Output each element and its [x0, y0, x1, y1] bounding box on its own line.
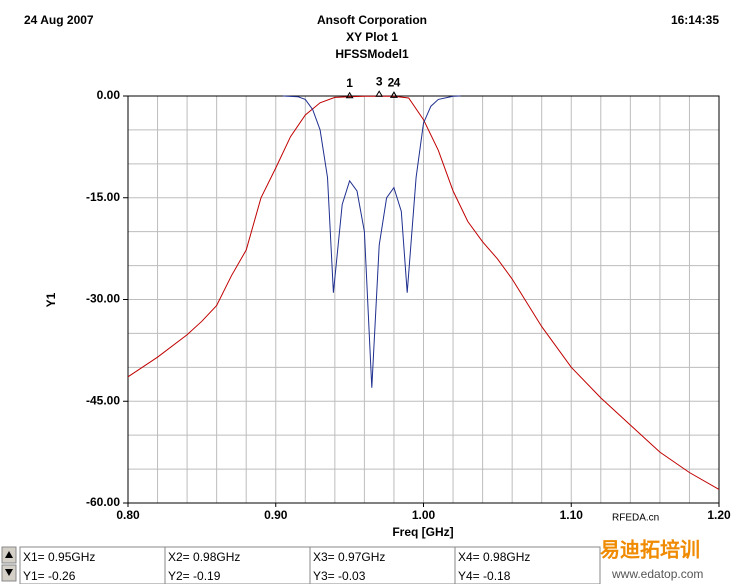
marker-x-text: X1= 0.95GHz — [23, 550, 95, 564]
series-line — [127, 95, 720, 490]
watermark-site: RFEDA.cn — [612, 513, 659, 524]
x-tick-label: 1.00 — [412, 508, 436, 522]
watermark-brand: 易迪拓培训 — [600, 537, 700, 561]
marker-cell — [309, 546, 456, 584]
chart-subtitle: HFSSModel1 — [335, 47, 409, 61]
marker-y-text: Y4= -0.18 — [458, 569, 511, 583]
chart-title: XY Plot 1 — [346, 30, 398, 44]
series-line — [283, 95, 461, 388]
scroll-buttons — [1, 546, 17, 582]
marker-point — [345, 91, 354, 99]
x-tick-label: 1.20 — [707, 508, 731, 522]
company: Ansoft Corporation — [317, 13, 427, 27]
y-tick-label: -30.00 — [86, 292, 120, 306]
x-axis-label: Freq [GHz] — [392, 525, 453, 539]
marker-label: 1 — [346, 76, 353, 90]
x-tick-label: 0.80 — [116, 508, 140, 522]
marker-y-text: Y3= -0.03 — [313, 569, 366, 583]
y-tick-label: 0.00 — [97, 88, 121, 102]
marker-x-text: X3= 0.97GHz — [313, 550, 385, 564]
marker-point — [375, 90, 384, 97]
marker-y-text: Y2= -0.19 — [168, 569, 221, 583]
marker-cell — [454, 546, 601, 584]
marker-point — [390, 91, 398, 98]
marker-x-text: X4= 0.98GHz — [458, 550, 530, 564]
y-tick-label: -45.00 — [86, 393, 120, 407]
y-tick-label: -15.00 — [86, 190, 120, 204]
marker-y-text: Y1= -0.26 — [23, 569, 76, 583]
marker-label: 2 — [388, 75, 395, 89]
time: 16:14:35 — [671, 13, 719, 27]
y-axis-label: Y1 — [44, 292, 58, 307]
y-tick-label: -60.00 — [86, 495, 120, 509]
marker-cell — [19, 546, 166, 584]
x-tick-label: 1.10 — [560, 508, 584, 522]
x-tick-label: 0.90 — [264, 508, 288, 522]
watermark-url: www.edatop.com — [611, 567, 703, 581]
grid — [127, 95, 720, 504]
marker-label: 3 — [376, 74, 383, 88]
marker-x-text: X2= 0.98GHz — [168, 550, 240, 564]
marker-label: 4 — [394, 75, 401, 89]
date: 24 Aug 2007 — [24, 13, 94, 27]
